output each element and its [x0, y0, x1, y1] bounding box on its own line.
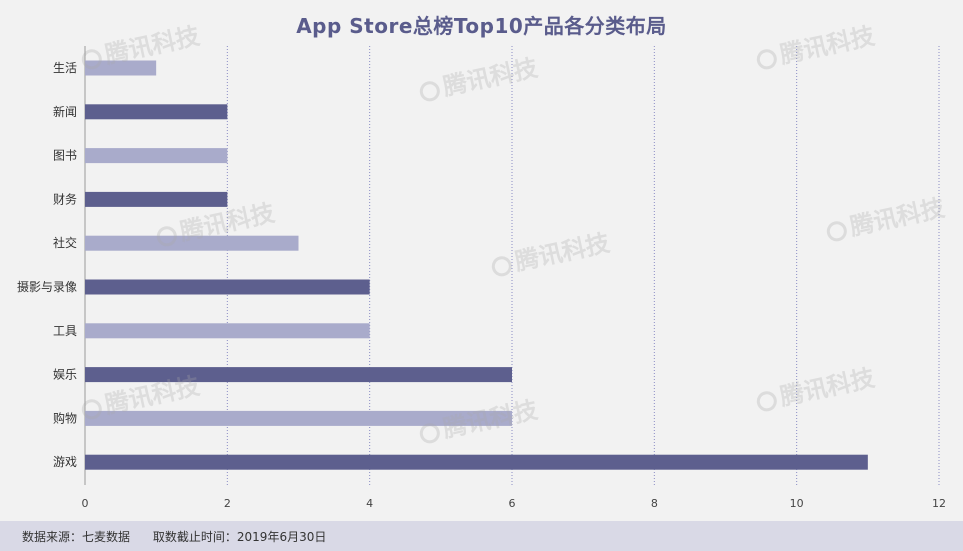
category-label: 游戏: [53, 455, 77, 469]
bar: [85, 410, 512, 426]
category-label: 工具: [53, 324, 77, 338]
bar: [85, 279, 370, 295]
x-tick-label: 2: [224, 497, 231, 510]
x-tick-label: 6: [509, 497, 516, 510]
footer: 数据来源：七麦数据 取数截止时间：2019年6月30日: [0, 521, 963, 551]
bar: [85, 104, 228, 120]
x-tick-label: 0: [82, 497, 89, 510]
bar: [85, 367, 512, 383]
category-label: 摄影与录像: [17, 279, 77, 294]
category-label: 生活: [53, 61, 77, 75]
x-tick-label: 8: [651, 497, 658, 510]
bar: [85, 191, 228, 207]
category-label: 财务: [53, 191, 77, 206]
category-label: 图书: [53, 149, 77, 163]
footer-date: 取数截止时间：2019年6月30日: [152, 530, 327, 544]
chart-title: App Store总榜Top10产品各分类布局: [296, 14, 667, 38]
bar: [85, 323, 370, 339]
x-tick-label: 12: [932, 497, 946, 510]
bar: [85, 60, 157, 76]
bar: [85, 454, 868, 470]
footer-source: 数据来源：七麦数据: [22, 530, 131, 544]
x-tick-label: 10: [790, 497, 804, 510]
category-label: 购物: [53, 410, 77, 425]
bar: [85, 235, 299, 251]
category-label: 社交: [53, 235, 77, 250]
category-label: 娱乐: [53, 368, 77, 382]
x-tick-label: 4: [366, 497, 373, 510]
category-label: 新闻: [53, 104, 77, 119]
bar: [85, 148, 228, 164]
